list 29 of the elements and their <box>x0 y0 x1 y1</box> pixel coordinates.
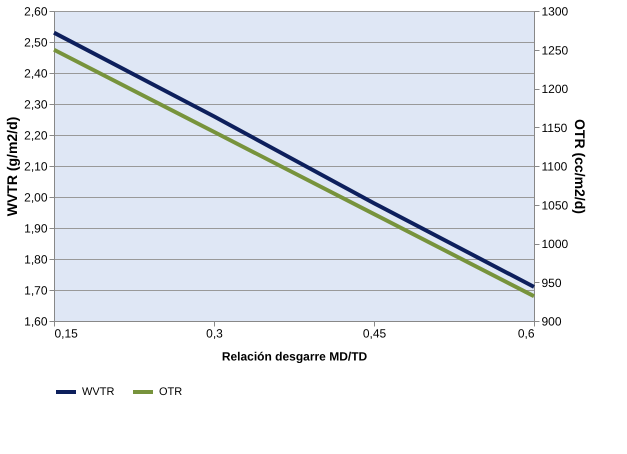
y-tick-label: 2,10 <box>24 160 48 174</box>
y-tick-label: 1,70 <box>24 284 48 298</box>
y-tick-label: 1,80 <box>24 252 48 266</box>
y-tick-label: 1,90 <box>24 222 48 236</box>
y2-tick-label: 1300 <box>542 4 569 18</box>
x-tick-label: 0,6 <box>518 326 535 340</box>
y2-tick-label: 1100 <box>542 160 568 174</box>
x-tick-label: 0,15 <box>54 326 78 340</box>
y-tick-label: 2,20 <box>24 128 48 142</box>
legend-label: OTR <box>159 386 182 398</box>
y-tick-label: 2,60 <box>24 4 48 18</box>
y-tick-label: 2,30 <box>24 98 48 112</box>
y2-tick-label: 900 <box>542 314 562 328</box>
y-tick-label: 1,60 <box>24 314 48 328</box>
y-tick-label: 2,40 <box>24 66 48 80</box>
y-tick-label: 2,50 <box>24 36 48 50</box>
y2-axis-title: OTR (cc/m2/d) <box>572 119 588 214</box>
x-tick-label: 0,3 <box>206 326 224 340</box>
y2-tick-label: 1200 <box>542 82 569 96</box>
x-axis-title: Relación desgarre MD/TD <box>222 350 368 364</box>
y2-tick-label: 1150 <box>542 120 568 135</box>
y2-tick-label: 950 <box>542 276 562 290</box>
x-tick-label: 0,45 <box>362 326 386 340</box>
y2-tick-label: 1050 <box>542 198 569 212</box>
legend-label: WVTR <box>82 386 114 398</box>
y2-tick-label: 1250 <box>542 43 569 58</box>
y-tick-label: 2,00 <box>24 190 48 204</box>
y2-tick-label: 1000 <box>542 237 569 251</box>
y-axis-title: WVTR (g/m2/d) <box>4 116 20 216</box>
